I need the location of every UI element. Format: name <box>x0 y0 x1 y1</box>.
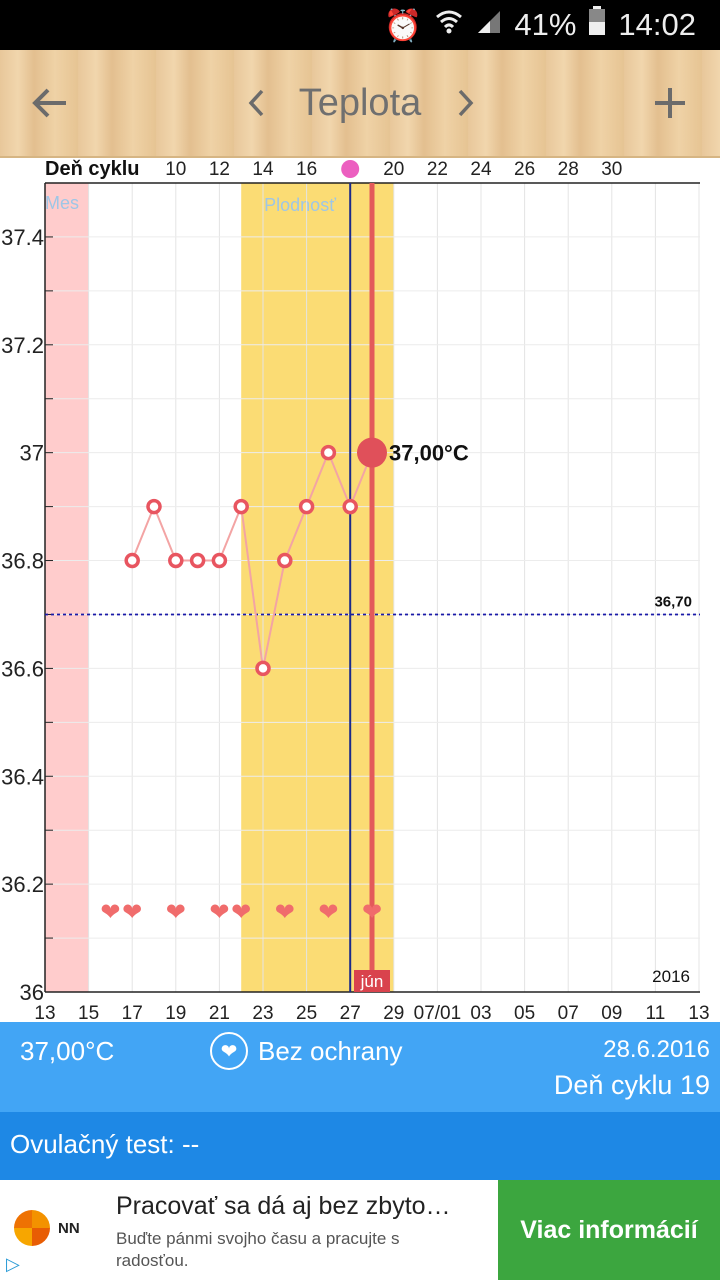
intercourse-heart-icon: ❤ <box>231 898 251 926</box>
period-band <box>45 183 89 992</box>
x-tick-label: 07/01 <box>414 1003 462 1022</box>
ad-subtitle: Buďte pánmi svojho času a pracujte s rad… <box>116 1229 400 1270</box>
temperature-point <box>189 552 206 569</box>
info-bar[interactable]: 37,00°C ❤ Bez ochrany 28.6.2016 Deň cykl… <box>0 1022 720 1112</box>
ovulation-test-label: Ovulačný test: -- <box>10 1129 200 1159</box>
battery-percent: 41% <box>514 7 577 42</box>
intercourse-heart-icon: ❤ <box>122 898 142 926</box>
top-tick-label: 28 <box>558 159 579 180</box>
x-tick-label: 13 <box>34 1003 55 1022</box>
back-arrow-icon[interactable] <box>20 50 80 156</box>
temperature-point <box>211 552 228 569</box>
x-tick-label: 27 <box>340 1003 361 1022</box>
chart-svg[interactable]: Mes Plodnosť37.437.23736.836.636.436.2361… <box>0 156 720 1022</box>
top-axis-label: Deň cyklu <box>45 158 139 180</box>
temperature-point <box>124 552 140 569</box>
x-tick-label: 03 <box>470 1003 491 1022</box>
intercourse-heart-icon: ❤ <box>209 898 229 926</box>
intercourse-heart-icon: ❤ <box>100 898 120 926</box>
x-tick-label: 11 <box>646 1003 666 1022</box>
top-tick-label: 30 <box>601 159 622 180</box>
y-tick-label: 37 <box>20 441 44 466</box>
x-tick-label: 07 <box>558 1003 579 1022</box>
x-tick-label: 19 <box>165 1003 186 1022</box>
temperature-chart[interactable]: Mes Plodnosť 37.4 37.2 37 36.8 36.6 36.4 36.2 36 1… <box>0 156 720 1022</box>
top-tick-label: 14 <box>252 159 274 180</box>
top-tick-label: 12 <box>209 159 230 180</box>
y-tick-label: 36.4 <box>1 764 44 789</box>
x-tick-label: 09 <box>601 1003 622 1022</box>
intercourse-heart-icon: ❤ <box>362 898 382 926</box>
temperature-point <box>277 552 293 569</box>
top-tick-label: 20 <box>383 159 404 180</box>
current-temperature-point <box>357 437 387 468</box>
selected-date: 28.6.2016 <box>603 1036 710 1063</box>
month-badge <box>354 970 390 992</box>
y-tick-label: 36.6 <box>1 656 44 681</box>
y-tick-label: 37.4 <box>1 225 44 250</box>
battery-icon <box>588 6 606 44</box>
protection-label: Bez ochrany <box>258 1035 403 1066</box>
heart-icon: ❤ <box>210 1032 248 1070</box>
alarm-icon: ⏰ <box>383 7 423 43</box>
ovulation-test-bar[interactable]: Ovulačný test: -- <box>0 1112 720 1180</box>
chevron-left-icon[interactable] <box>236 50 276 156</box>
status-bar: ⏰ 41% 14:02 <box>0 0 720 50</box>
y-tick-label: 36 <box>20 980 44 1005</box>
ad-title: Pracovať sa dá aj bez zbyto… <box>116 1192 451 1220</box>
x-tick-label: 25 <box>296 1003 317 1022</box>
temperature-point <box>168 552 184 569</box>
nn-logo: NN <box>14 1208 104 1248</box>
protection-status: ❤ Bez ochrany <box>210 1032 403 1070</box>
temperature-point <box>255 660 271 677</box>
ad-banner[interactable]: NN ▷ Pracovať sa dá aj bez zbyto… Buďte … <box>0 1180 720 1280</box>
intercourse-heart-icon: ❤ <box>275 898 295 926</box>
wifi-icon <box>434 7 464 43</box>
intercourse-heart-icon: ❤ <box>166 898 186 926</box>
intercourse-heart-icon: ❤ <box>318 898 338 926</box>
year-label: 2016 <box>652 967 690 986</box>
ad-brand: NN <box>58 1219 80 1237</box>
period-label: Mes <box>45 193 79 213</box>
clock: 14:02 <box>618 7 696 42</box>
nn-logo-mark <box>14 1210 50 1246</box>
x-tick-label: 21 <box>209 1003 230 1022</box>
ad-cta-button[interactable]: Viac informácií <box>498 1180 720 1280</box>
x-tick-label: 23 <box>252 1003 273 1022</box>
ovulation-marker <box>341 160 360 178</box>
x-tick-label: 05 <box>514 1003 535 1022</box>
temperature-point <box>298 498 315 515</box>
current-temperature-label: 37,00°C <box>389 441 469 466</box>
top-tick-label: 22 <box>427 159 448 180</box>
x-tick-label: 15 <box>78 1003 99 1022</box>
temperature-point <box>146 498 162 515</box>
top-tick-label: 16 <box>296 159 317 180</box>
y-tick-label: 37.2 <box>1 333 44 358</box>
toolbar: Teplota <box>0 50 720 158</box>
x-tick-label: 13 <box>688 1003 709 1022</box>
y-tick-label: 36.8 <box>1 549 44 574</box>
temperature-point <box>320 444 337 461</box>
temperature-point <box>342 498 358 515</box>
x-tick-label: 29 <box>383 1003 404 1022</box>
temperature-point <box>233 498 249 515</box>
chevron-right-icon[interactable] <box>446 50 486 156</box>
signal-icon <box>476 7 502 43</box>
cover-line-label: 36,70 <box>654 593 692 610</box>
top-tick-label: 10 <box>165 159 186 180</box>
temperature-line <box>131 449 373 669</box>
x-tick-label: 17 <box>122 1003 143 1022</box>
ad-choices-icon[interactable]: ▷ <box>6 1254 20 1274</box>
y-tick-label: 36.2 <box>1 872 44 897</box>
fertile-band <box>241 183 394 992</box>
top-tick-label: 24 <box>470 159 492 180</box>
fertile-label: Plodnosť <box>264 195 336 215</box>
page-title: Teplota <box>298 81 422 124</box>
current-temperature: 37,00°C <box>20 1036 115 1066</box>
cycle-day: Deň cyklu 19 <box>553 1070 710 1100</box>
top-tick-label: 26 <box>514 159 535 180</box>
plus-icon[interactable] <box>640 50 700 156</box>
month-label: jún <box>360 972 384 991</box>
